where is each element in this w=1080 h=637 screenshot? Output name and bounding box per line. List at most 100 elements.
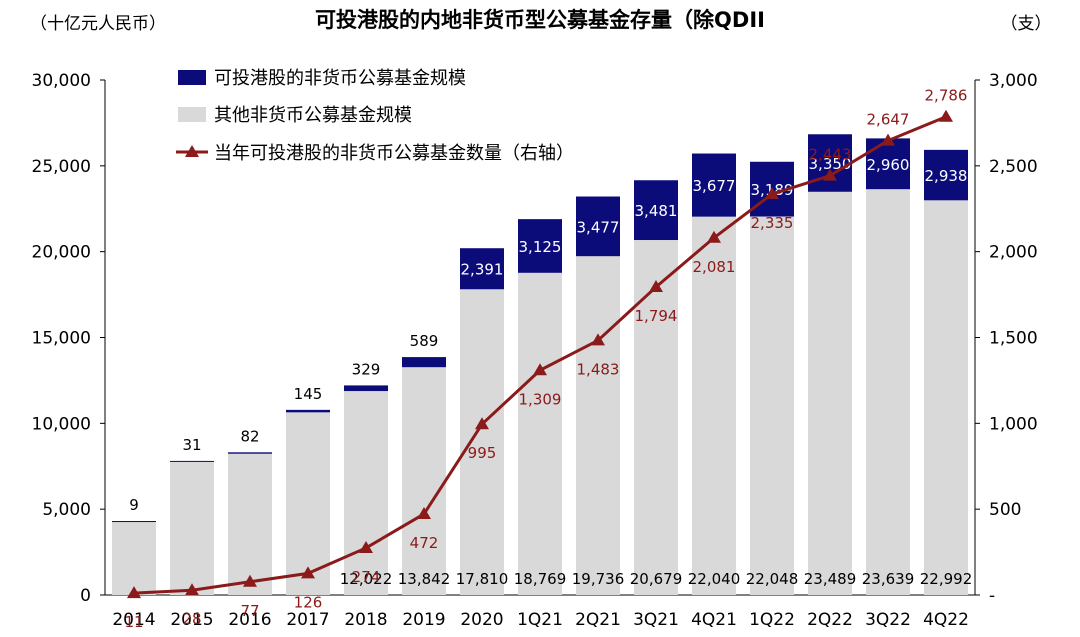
data-label-hk-eligible: 9 [129,496,139,514]
x-axis-tick-label: 2017 [286,610,329,630]
x-axis-tick-label: 3Q21 [633,610,679,630]
point-fund-count [881,133,895,146]
data-label-fund-count: 2,443 [809,146,852,164]
point-fund-count [359,540,373,553]
data-label-other: 19,736 [572,570,625,588]
bar-hk-eligible [576,196,620,257]
point-fund-count [417,506,431,519]
bar-other [866,189,910,595]
bar-hk-eligible [344,385,388,392]
right-axis-tick-label: 3,000 [989,71,1038,91]
legend-label-other: 其他非货币公募基金规模 [214,105,412,126]
data-label-fund-count: 472 [410,534,439,552]
bar-other [924,200,968,595]
bar-other [576,256,620,595]
x-axis-tick-label: 3Q22 [865,610,911,630]
x-axis-tick-label: 2019 [402,610,445,630]
legend-marker-count [185,145,199,157]
data-label-hk-eligible: 3,477 [577,218,620,236]
x-axis-tick-label: 2016 [228,610,271,630]
x-axis-tick-label: 4Q21 [691,610,737,630]
data-label-other: 12,022 [340,570,393,588]
data-label-other: 22,048 [746,570,799,588]
legend-swatch-other [178,107,206,122]
data-label-fund-count: 11 [124,613,143,631]
data-label-other: 22,992 [920,570,973,588]
data-label-fund-count: 2,647 [867,111,910,129]
bar-other [170,461,214,595]
bar-other [344,391,388,595]
left-axis-tick-label: 15,000 [32,329,91,349]
point-fund-count [243,574,257,587]
bar-other [808,191,852,596]
data-label-fund-count: 28 [182,610,201,628]
right-axis-tick-label: 2,500 [989,157,1038,177]
right-axis-unit: （支） [1001,14,1052,34]
point-fund-count [939,109,953,122]
right-axis-tick-label: 500 [989,500,1021,520]
bar-hk-eligible [518,219,562,273]
point-fund-count [533,363,547,376]
point-fund-count [649,280,663,293]
bar-hk-eligible [286,409,330,413]
bar-hk-eligible [866,138,910,190]
data-label-fund-count: 1,794 [635,307,678,325]
bar-hk-eligible [808,134,852,192]
data-label-other: 17,810 [456,570,509,588]
left-axis-tick-label: 30,000 [32,71,91,91]
bar-hk-eligible [402,357,446,368]
bar-hk-eligible [634,180,678,241]
legend-swatch-hk-eligible [178,70,206,85]
x-axis-tick-label: 2Q22 [807,610,853,630]
data-label-fund-count: 274 [352,568,381,586]
data-label-fund-count: 995 [468,444,497,462]
point-fund-count [591,333,605,346]
data-label-hk-eligible: 82 [240,427,259,445]
data-label-fund-count: 77 [240,602,259,620]
bar-other [112,521,156,595]
point-fund-count [301,566,315,579]
bar-hk-eligible [692,153,736,217]
bar-other [750,216,794,595]
chart-title: 可投港股的内地非货币型公募基金存量（除QDII [315,8,765,32]
data-label-hk-eligible: 3,481 [635,202,678,220]
bar-other [634,240,678,595]
plot-area: 0 5,000 10,000 15,000 20,000 25,000 30,000 - 500… [32,71,1038,631]
legend: 可投港股的非货币公募基金规模 其他非货币公募基金规模 当年可投港股的非货币公募基… [176,68,574,164]
left-axis-tick-label: 25,000 [32,157,91,177]
right-axis-tick-label: 1,500 [989,329,1038,349]
data-label-hk-eligible: 2,938 [925,167,968,185]
bar-other [402,367,446,595]
point-fund-count [185,583,199,596]
data-label-hk-eligible: 2,960 [867,156,910,174]
data-label-other: 13,842 [398,570,451,588]
left-axis-unit: （十亿元人民币） [30,14,166,34]
data-label-other: 23,639 [862,570,915,588]
x-axis-tick-label: 4Q22 [923,610,969,630]
point-fund-count [475,417,489,430]
bar-other [286,412,330,595]
bar-hk-eligible [460,248,504,290]
point-fund-count [127,586,141,599]
data-label-hk-eligible: 31 [182,436,201,454]
data-label-hk-eligible: 589 [410,332,439,350]
data-label-fund-count: 1,483 [577,360,620,378]
point-fund-count [823,168,837,181]
data-label-other: 20,679 [630,570,683,588]
data-label-hk-eligible: 2,391 [461,261,504,279]
point-fund-count [707,230,721,243]
bar-other [460,289,504,595]
left-axis-tick-label: 20,000 [32,243,91,263]
right-axis-tick-label: 1,000 [989,414,1038,434]
point-fund-count [765,187,779,200]
data-label-hk-eligible: 145 [294,385,323,403]
data-label-fund-count: 2,786 [925,87,968,105]
data-label-hk-eligible: 3,125 [519,238,562,256]
bar-hk-eligible [924,149,968,201]
bar-hk-eligible [228,452,272,454]
bar-other [518,272,562,595]
data-label-fund-count: 1,309 [519,390,562,408]
bar-other [228,453,272,595]
right-axis-tick-label: - [989,586,995,606]
